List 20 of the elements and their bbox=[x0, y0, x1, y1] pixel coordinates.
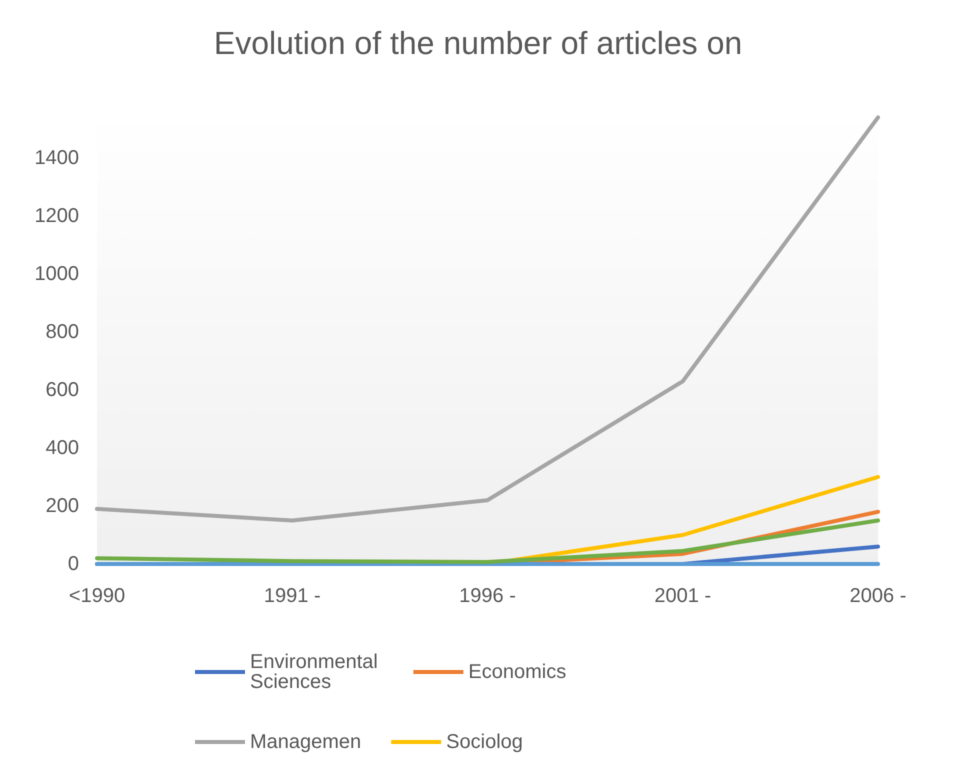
legend-label: Environmental Sciences bbox=[250, 651, 384, 693]
y-tick-label: 200 bbox=[46, 495, 79, 517]
legend-label: Economics bbox=[468, 661, 566, 683]
y-tick-label: 1000 bbox=[34, 263, 79, 285]
y-tick-label: 1400 bbox=[34, 147, 79, 169]
chart-title: Evolution of the number of articles on bbox=[214, 25, 742, 61]
x-tick-label: 2001 - bbox=[654, 585, 712, 607]
line-series bbox=[95, 115, 880, 522]
y-tick-label: 400 bbox=[46, 437, 79, 459]
y-tick-label: 600 bbox=[46, 379, 79, 401]
legend-label: Managemen bbox=[250, 731, 362, 753]
x-tick-label: 1991 - bbox=[264, 585, 321, 607]
line-series bbox=[95, 518, 880, 564]
y-tick-label: 1200 bbox=[34, 205, 79, 227]
y-tick-label: 0 bbox=[68, 553, 79, 575]
legend-label: Sociolog bbox=[446, 731, 523, 753]
y-tick-label: 800 bbox=[46, 321, 79, 343]
x-tick-label: <1990 bbox=[68, 585, 126, 607]
x-tick-label: 1996 - bbox=[459, 585, 516, 607]
x-tick-label: 2006 - bbox=[850, 585, 906, 607]
